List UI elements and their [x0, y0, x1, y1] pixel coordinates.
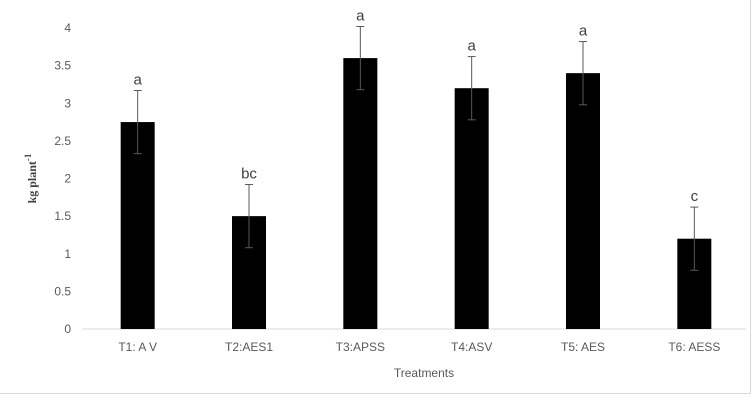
x-tick-label: T6: AESS — [668, 340, 720, 354]
x-tick-label: T3:APSS — [336, 340, 385, 354]
error-bar — [467, 56, 476, 121]
y-tick-label: 0 — [64, 322, 71, 336]
x-tick-label: T2:AES1 — [225, 340, 273, 354]
bar — [343, 58, 378, 329]
y-tick-label: 3 — [64, 96, 71, 110]
y-tick-label: 1.5 — [54, 209, 71, 223]
y-tick-label: 2 — [64, 172, 71, 186]
y-tick-label: 3.5 — [54, 59, 71, 73]
significance-letter: a — [467, 38, 476, 55]
x-tick-label: T5: AES — [561, 340, 605, 354]
significance-letter: a — [133, 71, 142, 88]
error-bars-group — [133, 25, 699, 271]
x-tick-label: T1: A V — [118, 340, 157, 354]
x-tick-label: T4:ASV — [451, 340, 492, 354]
significance-letter: c — [691, 188, 699, 205]
error-bar — [133, 89, 142, 155]
bar — [120, 122, 155, 329]
significance-letters-group: a bc a a a c — [133, 7, 698, 205]
error-bar — [245, 184, 253, 249]
y-axis-ticks: 0 0.5 1 1.5 2 2.5 3 3.5 4 — [54, 21, 71, 336]
y-axis-title-superscript: -1 — [23, 153, 33, 161]
y-tick-label: 2.5 — [54, 134, 71, 148]
significance-letter: a — [579, 23, 588, 40]
error-bar — [356, 25, 365, 91]
significance-letter: a — [356, 7, 365, 24]
error-bar — [690, 206, 699, 271]
y-axis-title-main: kg plant — [25, 161, 39, 203]
bars-group — [120, 58, 712, 330]
y-axis-title: kg plant-1 — [23, 153, 39, 203]
bar — [566, 73, 600, 330]
y-tick-label: 0.5 — [54, 284, 71, 298]
error-bar — [579, 41, 587, 106]
y-tick-label: 4 — [64, 21, 71, 35]
bar — [454, 88, 489, 329]
y-tick-label: 1 — [64, 247, 71, 261]
x-axis-title: Treatments — [394, 366, 454, 380]
x-axis-ticks: T1: A V T2:AES1 T3:APSS T4:ASV T5: AES T6: AE… — [118, 340, 720, 354]
significance-letter: bc — [241, 166, 257, 183]
